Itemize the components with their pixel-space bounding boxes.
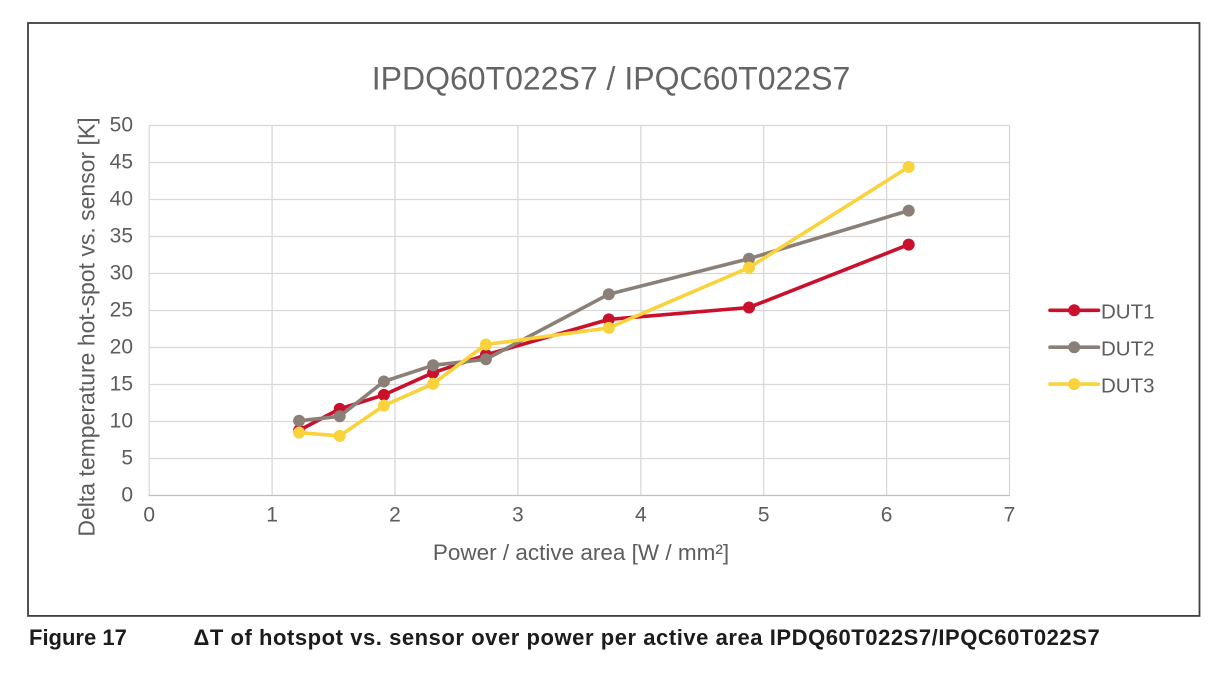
svg-text:1: 1 — [266, 504, 278, 527]
svg-text:15: 15 — [110, 373, 133, 396]
svg-text:DUT3: DUT3 — [1101, 374, 1155, 397]
svg-text:3: 3 — [512, 504, 524, 527]
svg-text:5: 5 — [758, 504, 770, 527]
svg-text:Power / active area [W / mm²]: Power / active area [W / mm²] — [433, 540, 729, 565]
svg-text:0: 0 — [143, 504, 155, 527]
svg-text:0: 0 — [121, 484, 133, 507]
svg-text:DUT2: DUT2 — [1101, 337, 1155, 360]
svg-text:4: 4 — [635, 504, 647, 527]
svg-text:Figure 17: Figure 17 — [29, 625, 127, 650]
svg-text:25: 25 — [110, 299, 133, 322]
svg-text:40: 40 — [110, 188, 133, 211]
svg-text:7: 7 — [1004, 504, 1016, 527]
svg-text:Delta temperature hot-spot vs.: Delta temperature hot-spot vs. sensor [K… — [74, 117, 100, 536]
svg-text:2: 2 — [389, 504, 401, 527]
svg-text:IPDQ60T022S7 / IPQC60T022S7: IPDQ60T022S7 / IPQC60T022S7 — [372, 61, 850, 97]
svg-text:6: 6 — [881, 504, 893, 527]
svg-text:DUT1: DUT1 — [1101, 301, 1155, 324]
svg-text:50: 50 — [110, 114, 133, 137]
svg-text:ΔT of hotspot vs. sensor over: ΔT of hotspot vs. sensor over power per … — [194, 625, 1101, 650]
svg-text:30: 30 — [110, 262, 133, 285]
svg-text:5: 5 — [121, 447, 133, 470]
svg-text:10: 10 — [110, 410, 133, 433]
svg-text:20: 20 — [110, 336, 133, 359]
svg-text:35: 35 — [110, 225, 133, 248]
svg-text:45: 45 — [110, 151, 133, 174]
